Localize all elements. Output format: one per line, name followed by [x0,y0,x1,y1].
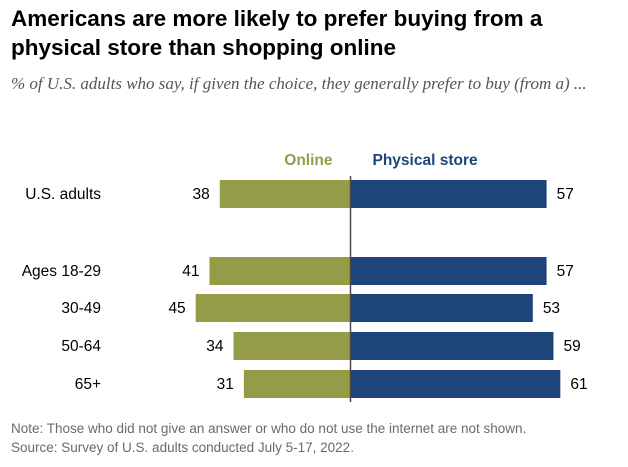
category-label: Ages 18-29 [22,263,101,280]
data-label-online: 45 [168,300,185,317]
bar-physical-store [350,180,547,208]
data-label-online: 41 [182,263,199,280]
data-label-online: 31 [217,376,234,393]
legend-physical-store: Physical store [373,152,478,169]
bar-online [233,332,351,360]
category-label: U.S. adults [25,186,101,203]
category-label: 30-49 [61,300,101,317]
data-label-physical-store: 59 [563,338,580,355]
diverging-bar-chart: Online Physical store U.S. adults 38 57 Ages … [22,152,588,402]
bar-online [243,370,351,398]
bar-online [209,257,351,285]
category-label: 65+ [75,376,101,393]
chart-note: Note: Those who did not give an answer o… [11,421,527,436]
bar-physical-store [350,370,561,398]
bar-online [195,294,351,322]
data-label-physical-store: 61 [570,376,587,393]
bar-online [219,180,351,208]
bar-physical-store [350,294,533,322]
chart-subtitle: % of U.S. adults who say, if given the c… [11,74,587,93]
data-label-online: 34 [206,338,224,355]
data-label-physical-store: 57 [557,263,574,280]
bar-physical-store [350,257,547,285]
data-label-physical-store: 57 [557,186,574,203]
chart-title: Americans are more likely to prefer buyi… [11,6,543,60]
legend-online: Online [284,152,333,169]
data-label-online: 38 [193,186,210,203]
category-label: 50-64 [61,338,101,355]
data-label-physical-store: 53 [543,300,560,317]
bar-physical-store [350,332,554,360]
chart-source: Source: Survey of U.S. adults conducted … [11,440,354,455]
